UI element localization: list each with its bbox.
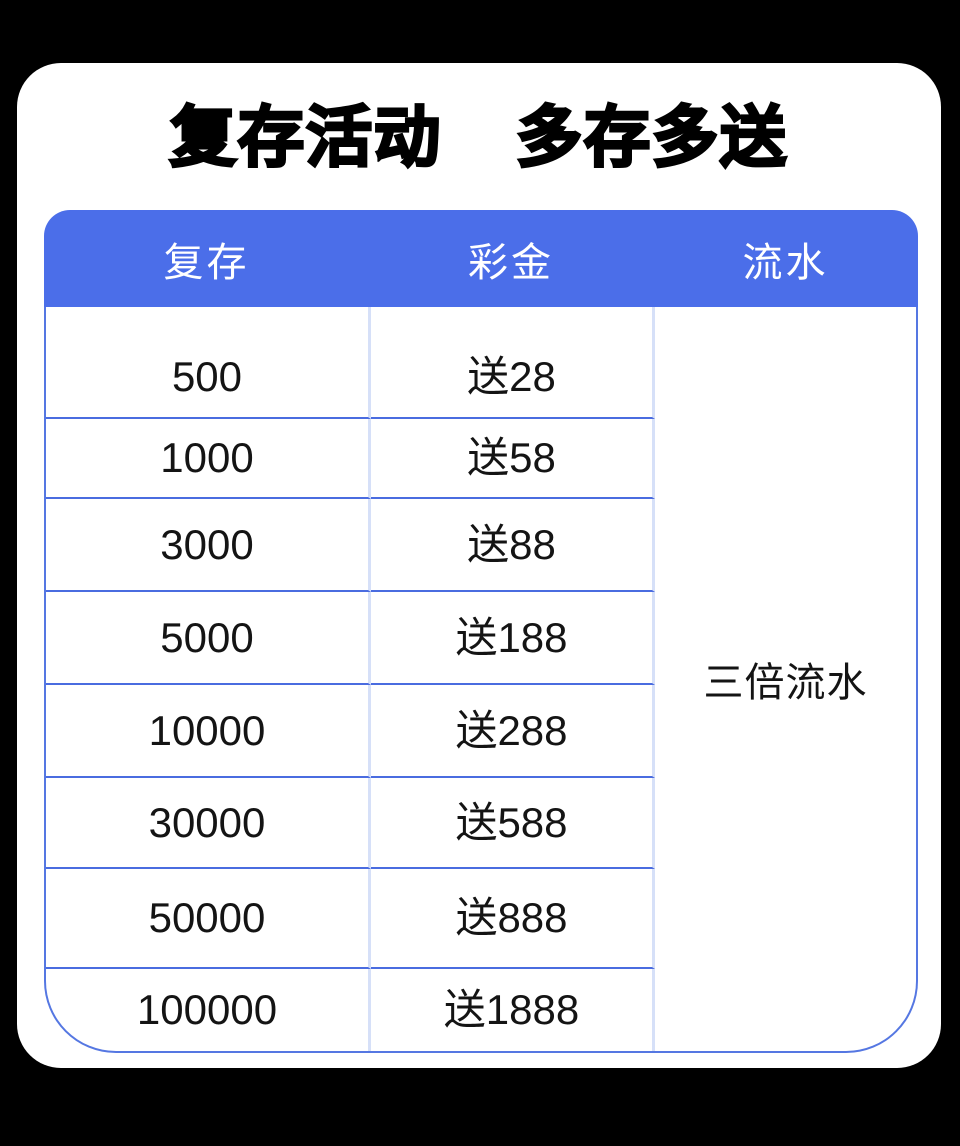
table-cell-bonus: 送58 <box>371 419 655 499</box>
table-cell-bonus: 送288 <box>371 685 655 778</box>
column-header-deposit: 复存 <box>163 240 250 285</box>
table-cell-deposit: 10000 <box>46 685 371 778</box>
title-part-activity: 复存活动 <box>169 99 442 174</box>
table-cell-deposit: 1000 <box>46 419 371 499</box>
table-cell-bonus: 送188 <box>371 592 655 685</box>
table-cell-bonus: 送888 <box>371 869 655 969</box>
table-cell-deposit: 100000 <box>46 969 371 1051</box>
table-cell-bonus: 送1888 <box>371 969 655 1051</box>
promo-card: 复存活动 多存多送 复存 彩金 流水 三倍流水 500 送28 1000 送58 300… <box>17 63 941 1068</box>
promo-table: 复存 彩金 流水 三倍流水 500 送28 1000 送58 3000 送88 5000 送1… <box>44 210 918 1053</box>
table-cell-deposit: 5000 <box>46 592 371 685</box>
table-cell-bonus: 送88 <box>371 499 655 592</box>
table-body: 三倍流水 500 送28 1000 送58 3000 送88 5000 送188 10000 送2… <box>44 307 918 1053</box>
column-header-bonus: 彩金 <box>468 240 554 285</box>
turnover-merged-cell: 三倍流水 <box>703 661 868 705</box>
page-title: 复存活动 多存多送 <box>17 99 941 174</box>
table-header-row: 复存 彩金 流水 <box>44 210 918 307</box>
table-cell-deposit: 3000 <box>46 499 371 592</box>
title-part-slogan: 多存多送 <box>515 99 788 174</box>
table-cell-bonus: 送28 <box>371 307 655 419</box>
table-cell-deposit: 50000 <box>46 869 371 969</box>
table-cell-deposit: 30000 <box>46 778 371 869</box>
table-cell-deposit: 500 <box>46 307 371 419</box>
column-header-turnover: 流水 <box>742 240 829 285</box>
table-cell-bonus: 送588 <box>371 778 655 869</box>
